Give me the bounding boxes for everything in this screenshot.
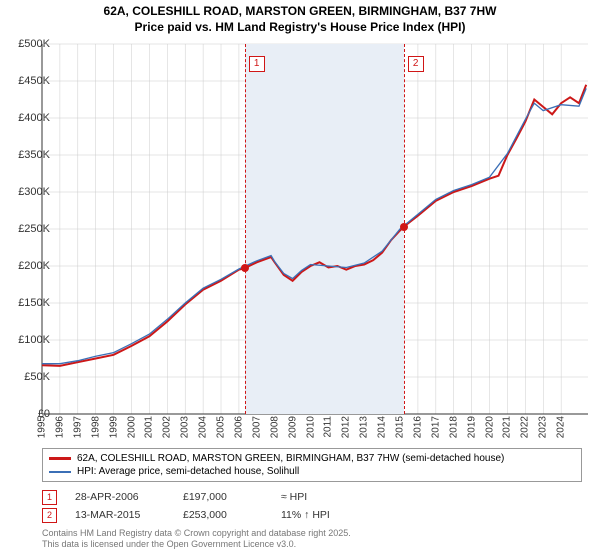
x-axis-label: 2002 [162,416,173,438]
x-axis-label: 2006 [233,416,244,438]
legend-label-hpi: HPI: Average price, semi-detached house,… [77,465,299,478]
footer-line-1: Contains HM Land Registry data © Crown c… [42,528,351,539]
title-line-2: Price paid vs. HM Land Registry's House … [0,20,600,36]
x-axis-label: 2017 [430,416,441,438]
x-axis-label: 1995 [37,416,48,438]
sale-event-row-1: 1 28-APR-2006 £197,000 ≈ HPI [42,488,371,506]
x-axis-label: 2009 [287,416,298,438]
x-axis-label: 2010 [305,416,316,438]
line-series [42,44,588,414]
sale-event-relative-1: ≈ HPI [281,491,371,503]
x-axis-label: 2014 [377,416,388,438]
x-axis-label: 2019 [466,416,477,438]
x-axis-label: 1997 [72,416,83,438]
x-axis-label: 2007 [251,416,262,438]
chart-container: 62A, COLESHILL ROAD, MARSTON GREEN, BIRM… [0,0,600,560]
title-line-1: 62A, COLESHILL ROAD, MARSTON GREEN, BIRM… [0,4,600,20]
legend-item-property: 62A, COLESHILL ROAD, MARSTON GREEN, BIRM… [49,452,575,465]
plot-area: 1 2 [42,44,588,414]
sale-event-relative-2: 11% ↑ HPI [281,509,371,521]
x-axis-label: 2021 [502,416,513,438]
sale-event-price-2: £253,000 [183,509,263,521]
sale-event-index-1: 1 [42,490,57,505]
x-axis-label: 2016 [412,416,423,438]
footer-attribution: Contains HM Land Registry data © Crown c… [42,528,351,550]
x-axis-label: 2024 [556,416,567,438]
legend-swatch-hpi [49,471,71,473]
legend: 62A, COLESHILL ROAD, MARSTON GREEN, BIRM… [42,448,582,482]
sale-event-date-2: 13-MAR-2015 [75,509,165,521]
x-axis-label: 2020 [484,416,495,438]
x-axis-label: 2018 [448,416,459,438]
footer-line-2: This data is licensed under the Open Gov… [42,539,351,550]
x-axis-label: 2012 [341,416,352,438]
x-axis-label: 2005 [216,416,227,438]
x-axis-label: 2008 [269,416,280,438]
x-axis-label: 1996 [54,416,65,438]
sale-marker-dot-2 [400,223,408,231]
x-axis-label: 1998 [90,416,101,438]
chart-title: 62A, COLESHILL ROAD, MARSTON GREEN, BIRM… [0,0,600,35]
sale-event-row-2: 2 13-MAR-2015 £253,000 11% ↑ HPI [42,506,371,524]
legend-swatch-property [49,457,71,460]
x-axis-label: 2003 [180,416,191,438]
legend-item-hpi: HPI: Average price, semi-detached house,… [49,465,575,478]
x-axis-label: 2023 [538,416,549,438]
sale-event-price-1: £197,000 [183,491,263,503]
x-axis-label: 2013 [359,416,370,438]
sale-marker-box-2: 2 [408,56,424,72]
sale-event-index-2: 2 [42,508,57,523]
x-axis-label: 1999 [108,416,119,438]
legend-label-property: 62A, COLESHILL ROAD, MARSTON GREEN, BIRM… [77,452,504,465]
sale-marker-dot-1 [241,264,249,272]
x-axis-label: 2022 [520,416,531,438]
sale-event-date-1: 28-APR-2006 [75,491,165,503]
sale-events-table: 1 28-APR-2006 £197,000 ≈ HPI 2 13-MAR-20… [42,488,371,524]
x-axis-label: 2015 [395,416,406,438]
x-axis-label: 2000 [126,416,137,438]
x-axis-label: 2001 [144,416,155,438]
sale-marker-box-1: 1 [249,56,265,72]
x-axis-label: 2011 [323,416,334,438]
x-axis-label: 2004 [198,416,209,438]
